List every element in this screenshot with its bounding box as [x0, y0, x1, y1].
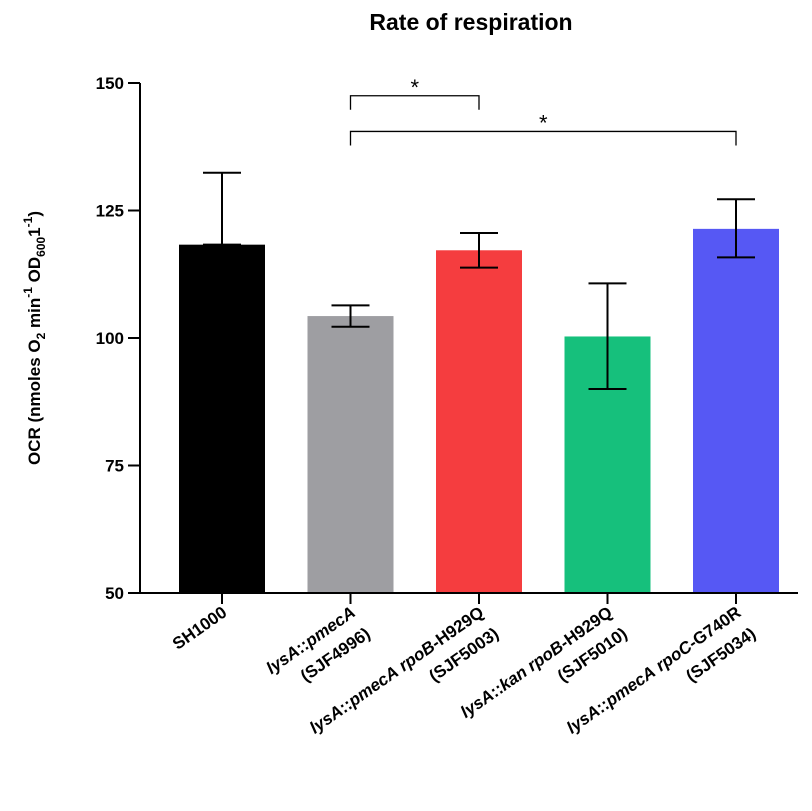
error-bars [203, 171, 755, 390]
y-axis: 50 75 100 125 150 [96, 74, 141, 603]
bar [307, 316, 394, 593]
y-tick-label: 125 [96, 202, 124, 221]
error-bar [331, 304, 370, 328]
x-category-label: lysA::kan rpoB-H929Q(SJF5010) [457, 603, 631, 743]
significance-label: * [539, 110, 548, 135]
x-category-label: SH1000 [169, 603, 230, 654]
error-bar [588, 282, 627, 390]
significance-bracket: * [349, 110, 737, 146]
bar [179, 244, 265, 594]
bars [179, 228, 779, 594]
chart-title: Rate of respiration [369, 9, 572, 35]
y-tick-label: 100 [96, 329, 124, 348]
significance-label: * [410, 75, 419, 100]
error-bar [717, 198, 755, 259]
significance-brackets: ** [349, 75, 737, 146]
y-tick-label: 75 [105, 457, 124, 476]
y-axis-label: OCR (nmoles O2 min-1 OD6001-1) [21, 211, 48, 465]
bar [693, 228, 779, 594]
x-category-label: lysA::pmecA(SJF4996) [263, 603, 374, 699]
error-bar [460, 231, 498, 269]
error-bar [203, 171, 241, 246]
y-tick-label: 50 [105, 584, 124, 603]
significance-bracket: * [349, 75, 480, 110]
bar [436, 250, 522, 593]
y-tick-label: 150 [96, 74, 124, 93]
